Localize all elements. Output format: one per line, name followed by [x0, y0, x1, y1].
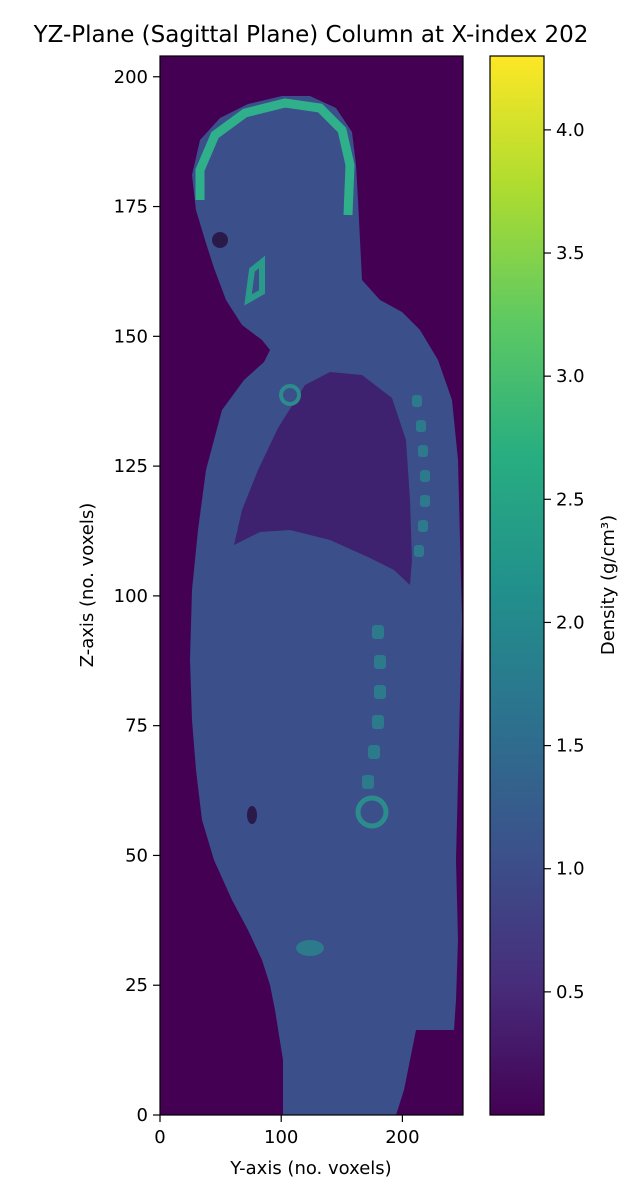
heatmap-pelvis-bone: [355, 795, 389, 829]
colorbar: [489, 55, 545, 1116]
chart-title: YZ-Plane (Sagittal Plane) Column at X-in…: [33, 22, 589, 48]
colorbar-label: Density (g/cm³): [598, 515, 619, 655]
colorbar-tick-label: 4.0: [556, 120, 585, 141]
x-axis-ticks: 0 100 200: [154, 1115, 420, 1148]
x-tick-label: 200: [385, 1127, 419, 1148]
heatmap-sternum-bone: [279, 384, 301, 406]
colorbar-tick-label: 1.0: [556, 859, 585, 880]
x-tick-label: 100: [264, 1127, 298, 1148]
heatmap-hip-bone: [296, 940, 324, 956]
y-tick-label: 0: [137, 1105, 148, 1126]
heatmap-jaw-region: [244, 255, 265, 306]
y-axis-ticks: 0 25 50 75 100 125 150 175 200: [114, 67, 160, 1126]
x-axis-label: Y-axis (no. voxels): [229, 1158, 391, 1179]
y-axis-label: Z-axis (no. voxels): [77, 503, 98, 668]
y-tick-label: 25: [125, 975, 148, 996]
x-tick-label: 0: [154, 1127, 165, 1148]
heatmap-eye-socket: [212, 232, 228, 248]
colorbar-tick-label: 1.5: [556, 736, 585, 757]
colorbar-ticks: 0.5 1.0 1.5 2.0 2.5 3.0 3.5 4.0: [544, 120, 585, 1003]
y-tick-label: 175: [114, 197, 148, 218]
colorbar-tick-label: 3.5: [556, 243, 585, 264]
heatmap-skull-region: [195, 98, 355, 216]
y-tick-label: 75: [125, 716, 148, 737]
heatmap-lung-region: [234, 372, 412, 585]
y-tick-label: 150: [114, 326, 148, 347]
y-tick-label: 200: [114, 67, 148, 88]
colorbar-tick-label: 0.5: [556, 982, 585, 1003]
y-tick-label: 100: [114, 586, 148, 607]
heatmap-body-region: [190, 96, 462, 1115]
colorbar-tick-label: 2.5: [556, 489, 585, 510]
y-tick-label: 50: [125, 845, 148, 866]
y-tick-label: 125: [114, 456, 148, 477]
plot-frame: [159, 55, 464, 1116]
colorbar-tick-label: 3.0: [556, 366, 585, 387]
heatmap-gas-pocket: [247, 806, 257, 824]
heatmap-plot: [160, 56, 463, 1115]
heatmap-spine-region: [362, 395, 430, 789]
colorbar-tick-label: 2.0: [556, 612, 585, 633]
